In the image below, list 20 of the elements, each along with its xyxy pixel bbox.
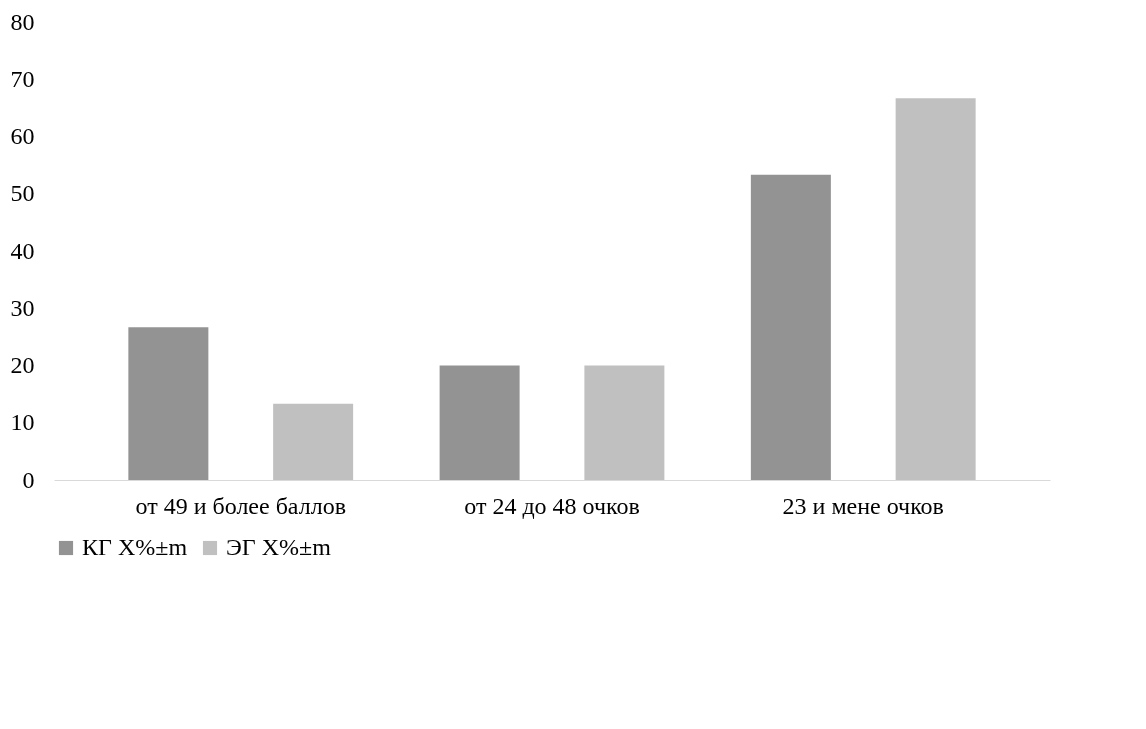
y-tick-label: 60: [10, 123, 35, 149]
legend-label: КГ X%±m: [82, 534, 188, 560]
y-tick-label: 40: [10, 237, 35, 264]
y-tick-label: 0: [22, 466, 35, 493]
bar: [439, 365, 520, 480]
y-tick-label: 30: [10, 294, 35, 321]
y-tick-label: 10: [10, 409, 35, 436]
x-tick-label: 23 и мене очков: [782, 492, 944, 519]
bar: [895, 98, 976, 480]
x-tick-label: от 49 и более баллов: [135, 492, 347, 519]
legend-label: ЭГ X%±m: [226, 534, 332, 560]
bar: [128, 327, 209, 480]
bar: [273, 403, 354, 480]
y-tick-label: 80: [10, 8, 35, 35]
x-tick-label: от 24 до 48 очков: [464, 492, 640, 519]
bar: [584, 365, 665, 480]
bar: [750, 174, 831, 480]
y-tick-label: 70: [10, 65, 35, 92]
y-tick-label: 20: [10, 352, 35, 378]
y-tick-label: 50: [10, 180, 35, 207]
